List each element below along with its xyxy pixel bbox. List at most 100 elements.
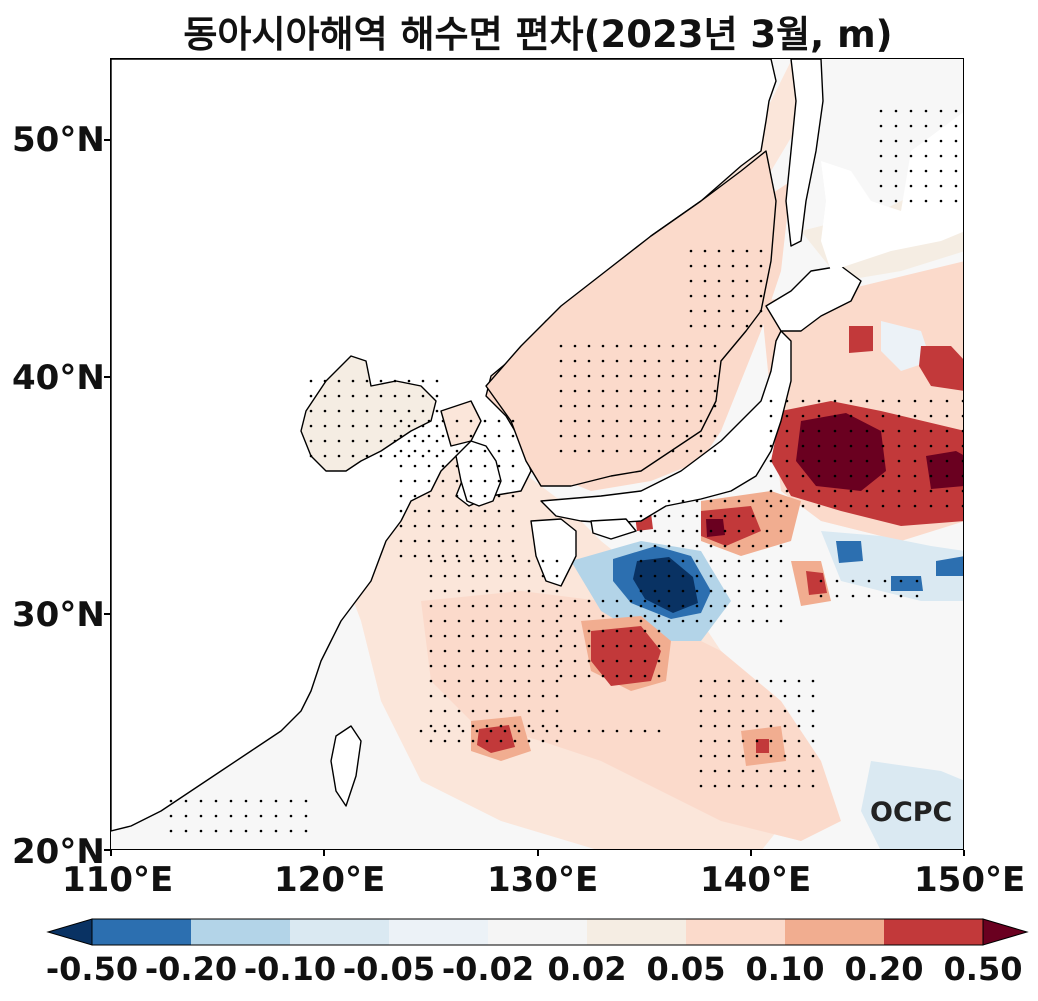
significance-dot [573, 599, 577, 603]
significance-dot [945, 429, 949, 433]
significance-dot [413, 539, 417, 543]
significance-dot [527, 619, 531, 623]
significance-dot [413, 434, 417, 438]
significance-dot [421, 454, 425, 458]
significance-dot [555, 619, 559, 623]
significance-dot [457, 739, 461, 743]
significance-dot [643, 449, 647, 453]
significance-dot [817, 414, 821, 418]
significance-dot [527, 634, 531, 638]
significance-dot [741, 769, 745, 773]
significance-dot [671, 449, 675, 453]
significance-dot [527, 739, 531, 743]
significance-dot [713, 739, 717, 743]
significance-dot [819, 579, 823, 583]
significance-dot [443, 664, 447, 668]
significance-dot [833, 399, 837, 403]
significance-dot [559, 674, 563, 678]
significance-dot [657, 599, 661, 603]
significance-dot [713, 344, 717, 348]
significance-dot [689, 324, 693, 328]
significance-dot [541, 649, 545, 653]
significance-dot [399, 419, 403, 423]
significance-dot [811, 754, 815, 758]
y-tick-mark [104, 613, 110, 615]
significance-dot [939, 109, 943, 113]
significance-dot [471, 664, 475, 668]
significance-dot [615, 434, 619, 438]
significance-dot [769, 694, 773, 698]
significance-dot [511, 434, 515, 438]
significance-dot [435, 439, 439, 443]
significance-dot [945, 414, 949, 418]
significance-dot [485, 679, 489, 683]
significance-dot [745, 294, 749, 298]
significance-dot [783, 739, 787, 743]
significance-dot [783, 784, 787, 788]
significance-dot [699, 344, 703, 348]
significance-dot [555, 649, 559, 653]
significance-dot [601, 359, 605, 363]
significance-dot [909, 124, 913, 128]
significance-dot [737, 514, 741, 518]
colorbar-cell [488, 919, 588, 945]
significance-dot [527, 574, 531, 578]
significance-dot [643, 729, 647, 733]
significance-dot [469, 524, 473, 528]
significance-dot [657, 674, 661, 678]
significance-dot [731, 324, 735, 328]
significance-dot [737, 559, 741, 563]
significance-dot [469, 479, 473, 483]
significance-dot [945, 399, 949, 403]
significance-dot [555, 589, 559, 593]
significance-dot [909, 154, 913, 158]
significance-dot [629, 629, 633, 633]
significance-dot [399, 539, 403, 543]
significance-dot [797, 784, 801, 788]
significance-dot [513, 739, 517, 743]
significance-dot [471, 589, 475, 593]
significance-dot [407, 394, 411, 398]
significance-dot [559, 659, 563, 663]
significance-dot [929, 474, 933, 478]
significance-dot [657, 644, 661, 648]
significance-dot [573, 449, 577, 453]
significance-dot [713, 359, 717, 363]
significance-dot [811, 739, 815, 743]
colorbar-tick-label: 0.10 [745, 950, 825, 988]
significance-dot [615, 359, 619, 363]
significance-dot [457, 559, 461, 563]
significance-dot [483, 509, 487, 513]
significance-dot [559, 344, 563, 348]
significance-dot [667, 619, 671, 623]
significance-dot [657, 729, 661, 733]
significance-dot [379, 454, 383, 458]
significance-dot [429, 619, 433, 623]
significance-dot [849, 399, 853, 403]
significance-dot [713, 404, 717, 408]
colorbar-cell [191, 919, 291, 945]
significance-dot [443, 604, 447, 608]
significance-dot [471, 559, 475, 563]
significance-dot [759, 324, 763, 328]
significance-dot [797, 694, 801, 698]
significance-dot [413, 509, 417, 513]
colorbar-cell [92, 919, 192, 945]
significance-dot [681, 574, 685, 578]
significance-dot [469, 509, 473, 513]
significance-dot [587, 729, 591, 733]
significance-dot [899, 594, 903, 598]
significance-dot [399, 524, 403, 528]
significance-dot [945, 489, 949, 493]
significance-dot [435, 409, 439, 413]
significance-dot [709, 544, 713, 548]
significance-dot [759, 309, 763, 313]
significance-dot [541, 679, 545, 683]
significance-dot [351, 454, 355, 458]
significance-dot [939, 124, 943, 128]
significance-dot [615, 629, 619, 633]
significance-dot [817, 504, 821, 508]
significance-dot [169, 814, 173, 818]
significance-dot [541, 634, 545, 638]
significance-dot [214, 814, 218, 818]
